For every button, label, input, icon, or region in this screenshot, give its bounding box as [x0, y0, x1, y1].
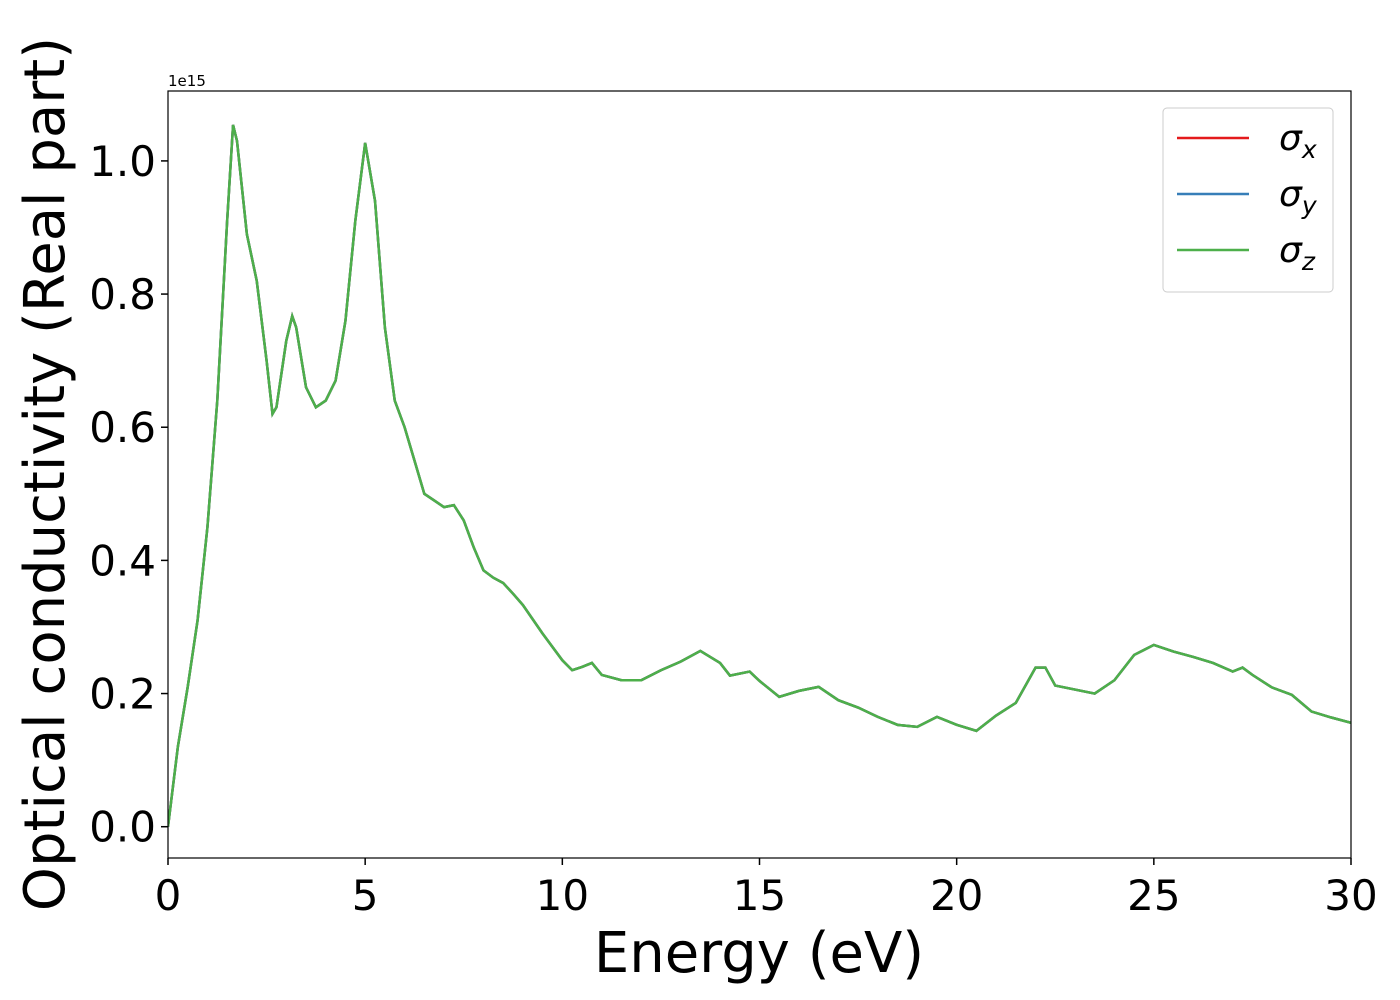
- series-line: [168, 124, 1351, 827]
- x-tick-label: 20: [930, 871, 983, 920]
- x-tick-label: 25: [1127, 871, 1180, 920]
- legend-label: σx: [1279, 118, 1317, 164]
- x-tick-label: 5: [352, 871, 379, 920]
- y-tick-label: 0.8: [89, 270, 156, 319]
- legend-label: σz: [1279, 230, 1316, 276]
- plot-frame: [167, 90, 1352, 859]
- y-tick-label: 0.2: [89, 670, 156, 719]
- y-offset-label: 1e15: [168, 72, 206, 90]
- x-tick-label: 10: [536, 871, 589, 920]
- x-tick-label: 0: [155, 871, 182, 920]
- x-axis-label: Energy (eV): [594, 921, 924, 986]
- legend-label: σy: [1279, 174, 1318, 220]
- x-tick-label: 30: [1324, 871, 1377, 920]
- y-tick-label: 1.0: [89, 137, 156, 186]
- y-tick-label: 0.6: [89, 403, 156, 452]
- y-tick-label: 0.4: [89, 536, 156, 585]
- legend-box: [1162, 107, 1334, 293]
- x-tick-label: 15: [733, 871, 786, 920]
- y-tick-label: 0.0: [89, 803, 156, 852]
- y-axis-label: Optical conductivity (Real part): [13, 37, 78, 911]
